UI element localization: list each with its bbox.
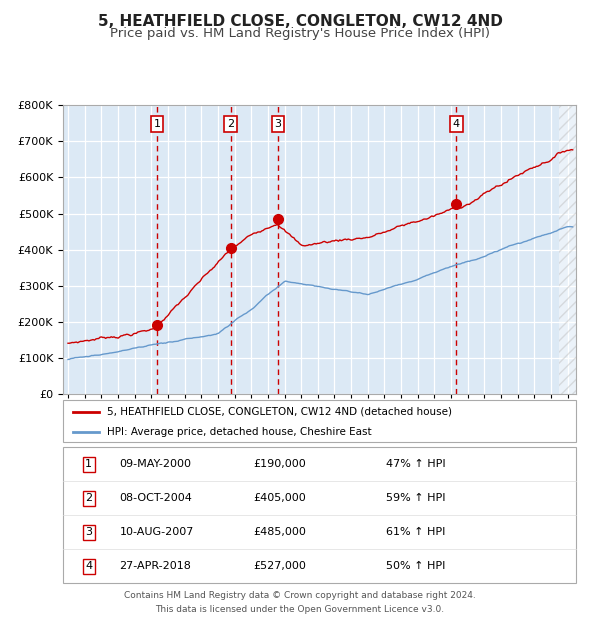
Text: 27-APR-2018: 27-APR-2018 (119, 561, 191, 572)
Text: Contains HM Land Registry data © Crown copyright and database right 2024.: Contains HM Land Registry data © Crown c… (124, 591, 476, 600)
Text: 3: 3 (85, 527, 92, 538)
Text: HPI: Average price, detached house, Cheshire East: HPI: Average price, detached house, Ches… (107, 427, 371, 436)
Text: 10-AUG-2007: 10-AUG-2007 (119, 527, 194, 538)
Text: 3: 3 (275, 119, 281, 129)
Text: 2: 2 (227, 119, 234, 129)
Text: £190,000: £190,000 (253, 459, 305, 469)
Text: 08-OCT-2004: 08-OCT-2004 (119, 493, 193, 503)
Text: 5, HEATHFIELD CLOSE, CONGLETON, CW12 4ND (detached house): 5, HEATHFIELD CLOSE, CONGLETON, CW12 4ND… (107, 407, 452, 417)
FancyBboxPatch shape (63, 447, 576, 583)
Text: 1: 1 (154, 119, 161, 129)
Text: 4: 4 (85, 561, 92, 572)
Text: Price paid vs. HM Land Registry's House Price Index (HPI): Price paid vs. HM Land Registry's House … (110, 27, 490, 40)
Text: 5, HEATHFIELD CLOSE, CONGLETON, CW12 4ND: 5, HEATHFIELD CLOSE, CONGLETON, CW12 4ND (98, 14, 502, 29)
FancyBboxPatch shape (63, 400, 576, 442)
Text: £527,000: £527,000 (253, 561, 305, 572)
Text: £485,000: £485,000 (253, 527, 305, 538)
Text: This data is licensed under the Open Government Licence v3.0.: This data is licensed under the Open Gov… (155, 604, 445, 614)
Text: 50% ↑ HPI: 50% ↑ HPI (386, 561, 446, 572)
Text: 47% ↑ HPI: 47% ↑ HPI (386, 459, 446, 469)
Text: 61% ↑ HPI: 61% ↑ HPI (386, 527, 446, 538)
Bar (559, 105, 584, 394)
Text: 4: 4 (453, 119, 460, 129)
Text: 09-MAY-2000: 09-MAY-2000 (119, 459, 191, 469)
Text: £405,000: £405,000 (253, 493, 305, 503)
Text: 1: 1 (85, 459, 92, 469)
Text: 2: 2 (85, 493, 92, 503)
Text: 59% ↑ HPI: 59% ↑ HPI (386, 493, 446, 503)
